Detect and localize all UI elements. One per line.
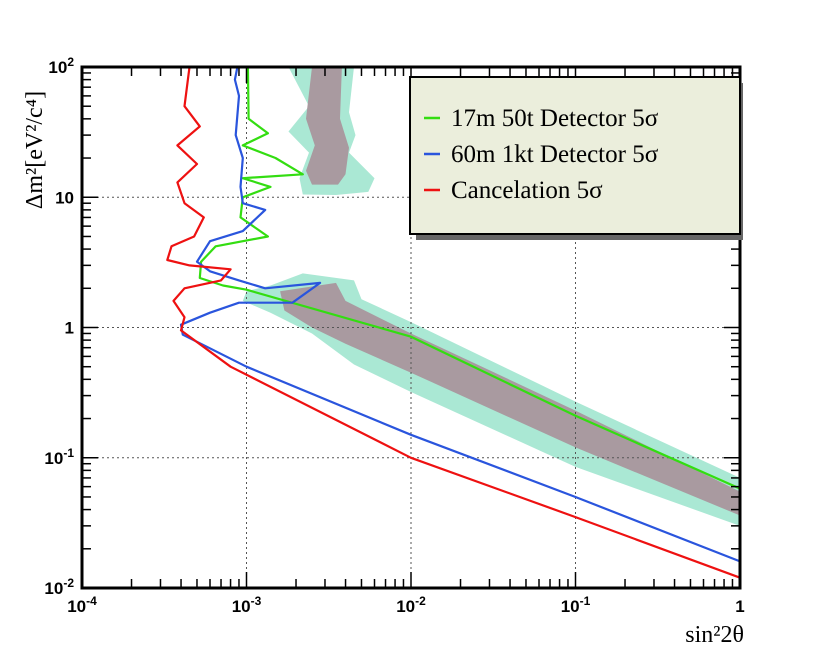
region-inner-0 bbox=[306, 67, 349, 185]
y-tick-label: 10-1 bbox=[44, 446, 74, 468]
x-tick-label-base: 1 bbox=[735, 597, 744, 616]
legend-label: 17m 50t Detector 5σ bbox=[451, 105, 659, 132]
legend-box bbox=[409, 76, 741, 235]
legend: 17m 50t Detector 5σ 60m 1kt Detector 5σ Ca… bbox=[409, 76, 743, 240]
exclusion-regions bbox=[242, 67, 741, 526]
x-tick-label: 1 bbox=[735, 597, 744, 616]
x-tick-label-exponent: -3 bbox=[251, 594, 262, 608]
x-tick-label: 10-4 bbox=[67, 594, 97, 616]
y-tick-label-base: 10 bbox=[44, 449, 63, 468]
x-tick-label: 10-3 bbox=[232, 594, 262, 616]
y-tick-label-base: 10 bbox=[55, 188, 74, 207]
series-line-0 bbox=[198, 66, 741, 490]
x-tick-label-base: 10 bbox=[561, 597, 580, 616]
series-lines bbox=[166, 66, 741, 579]
y-tick-label: 10-2 bbox=[44, 576, 74, 598]
y-axis-title: Δm²[eV²/c⁴] bbox=[22, 91, 48, 209]
y-tick-label-base: 10 bbox=[48, 58, 67, 77]
legend-label: 60m 1kt Detector 5σ bbox=[451, 141, 659, 168]
y-tick-label: 10 bbox=[55, 188, 74, 207]
x-tick-label: 10-2 bbox=[396, 594, 426, 616]
x-axis-title: sin²2θ bbox=[685, 622, 744, 648]
y-tick-label: 1 bbox=[65, 319, 74, 338]
x-tick-label: 10-1 bbox=[561, 594, 591, 616]
legend-label: Cancelation 5σ bbox=[451, 177, 603, 204]
y-tick-label-base: 1 bbox=[65, 319, 74, 338]
y-tick-label-base: 10 bbox=[44, 579, 63, 598]
x-tick-label-exponent: -4 bbox=[86, 594, 97, 608]
y-tick-label-exponent: 2 bbox=[67, 55, 74, 69]
series-line-2 bbox=[166, 66, 741, 579]
x-tick-label-base: 10 bbox=[232, 597, 251, 616]
y-tick-label: 102 bbox=[48, 55, 74, 77]
region-inner-1 bbox=[280, 282, 740, 516]
x-tick-label-exponent: -1 bbox=[580, 594, 591, 608]
y-tick-label-exponent: -1 bbox=[63, 446, 74, 460]
x-tick-label-exponent: -2 bbox=[415, 594, 426, 608]
x-tick-label-base: 10 bbox=[67, 597, 86, 616]
x-tick-label-base: 10 bbox=[396, 597, 415, 616]
y-tick-label-exponent: -2 bbox=[63, 576, 74, 590]
